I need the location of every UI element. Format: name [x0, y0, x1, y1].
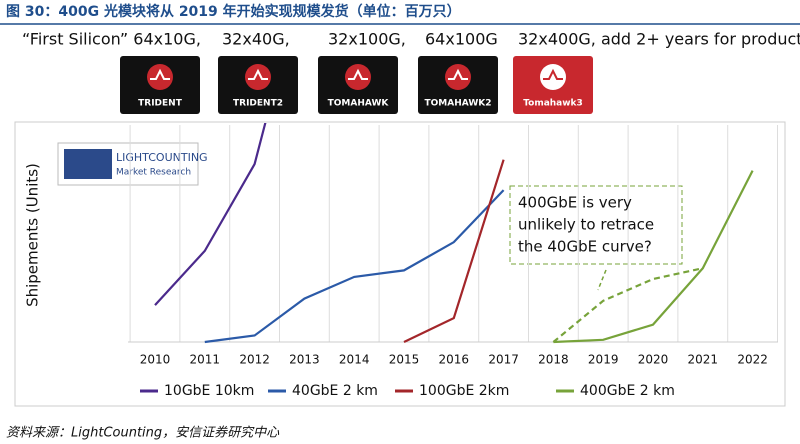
annotation-arrow — [597, 269, 607, 291]
annotation-text: 400GbE is very — [518, 194, 632, 212]
series-line — [154, 123, 267, 306]
header-text: 32x400G, add 2+ years for productio — [518, 30, 800, 49]
x-tick-label: 2015 — [389, 353, 420, 367]
x-tick-label: 2012 — [239, 353, 270, 367]
chip-icon — [345, 64, 371, 90]
series-line — [553, 170, 754, 344]
chart-frame — [14, 121, 786, 407]
chip-icon-wave — [543, 68, 563, 80]
legend-label: 10GbE 10km — [164, 383, 254, 399]
chip-label: TRIDENT2 — [233, 99, 283, 109]
x-tick-label: 2022 — [737, 353, 768, 367]
plot — [154, 123, 754, 344]
x-tick-label: 2020 — [638, 353, 669, 367]
chip-icon-wave — [248, 68, 268, 80]
x-tick-label: 2019 — [588, 353, 619, 367]
chip-label: Tomahawk3 — [523, 99, 583, 109]
header-text: 64x100G — [425, 30, 498, 49]
header-text: 32x100G, — [328, 30, 406, 49]
annotation-text: unlikely to retrace — [518, 216, 654, 234]
legend-label: 40GbE 2 km — [292, 383, 378, 399]
annotation-box — [509, 185, 683, 265]
annotation-text: the 40GbE curve? — [518, 238, 652, 256]
x-tick-label: 2011 — [190, 353, 221, 367]
logo: LIGHTCOUNTING Market Research — [57, 142, 208, 186]
y-axis-label: Shipements (Units) — [24, 163, 42, 307]
series-line — [403, 159, 505, 343]
x-tick-label: 2013 — [289, 353, 320, 367]
x-tick-label: 2017 — [488, 353, 519, 367]
forecast-line — [552, 267, 704, 343]
series-line — [204, 189, 505, 344]
x-tick-label: 2016 — [439, 353, 470, 367]
x-tick-label: 2021 — [688, 353, 719, 367]
chip-icon — [147, 64, 173, 90]
chip-icon — [445, 64, 471, 90]
header-text: 32x40G, — [222, 30, 290, 49]
legend-label: 400GbE 2 km — [580, 383, 675, 399]
chip-icon — [540, 64, 566, 90]
chip-label: TOMAHAWK — [328, 99, 390, 109]
logo-name: LIGHTCOUNTING — [116, 151, 208, 164]
chip-icon-wave — [150, 68, 170, 80]
legend-label: 100GbE 2km — [419, 383, 509, 399]
chip-label: TOMAHAWK2 — [425, 99, 492, 109]
x-tick-label: 2018 — [538, 353, 569, 367]
x-tick-label: 2014 — [339, 353, 370, 367]
logo-icon — [64, 149, 112, 179]
source: 资料来源：LightCounting，安信证券研究中心 — [6, 425, 280, 441]
x-tick-label: 2010 — [140, 353, 171, 367]
logo-subtitle: Market Research — [116, 168, 191, 178]
chip-icon-wave — [348, 68, 368, 80]
title: 图 30：400G 光模块将从 2019 年开始实现规模发货（单位：百万只） — [6, 3, 461, 20]
chip-icon-wave — [448, 68, 468, 80]
chip-label: TRIDENT — [138, 99, 183, 109]
header-text: “First Silicon” 64x10G, — [22, 30, 201, 49]
chip-icon — [245, 64, 271, 90]
